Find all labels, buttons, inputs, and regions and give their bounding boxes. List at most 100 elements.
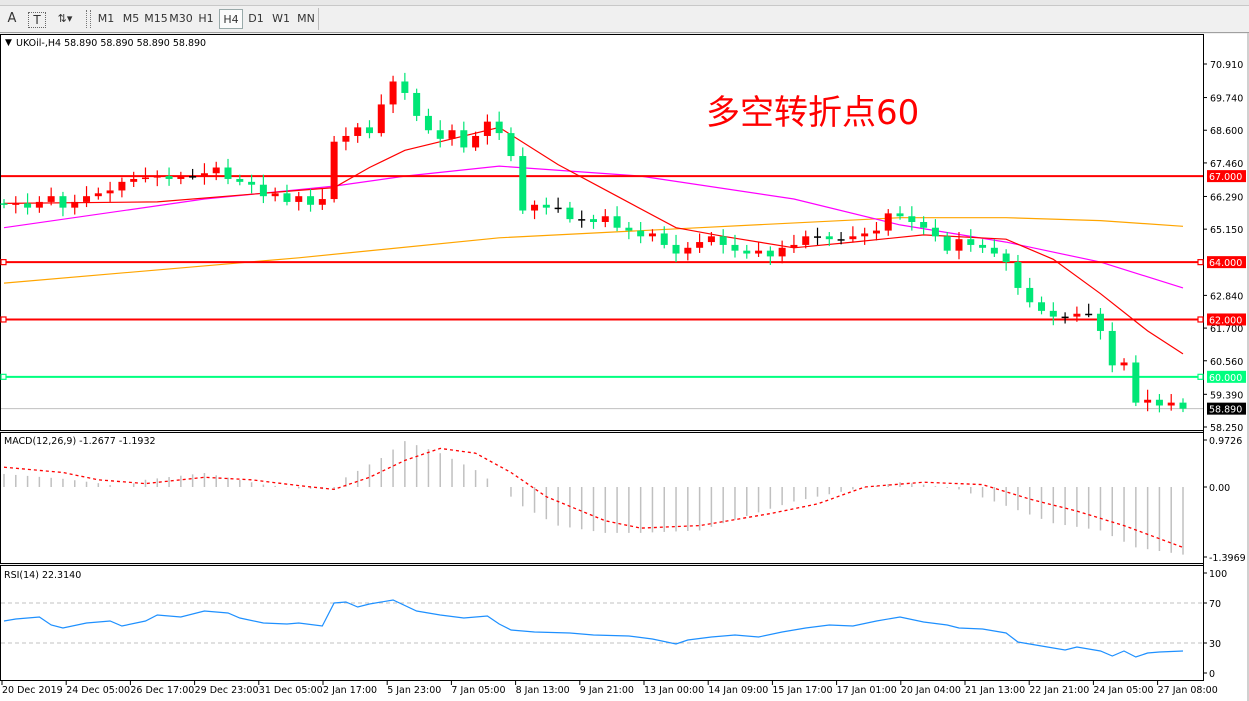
toolbar-grip[interactable] bbox=[86, 10, 91, 28]
candle-body bbox=[920, 221, 928, 228]
candle-body bbox=[542, 204, 550, 208]
candle-body bbox=[413, 92, 421, 116]
candle-body bbox=[554, 207, 562, 210]
candle-body bbox=[790, 244, 798, 248]
level-handle-left[interactable] bbox=[0, 259, 7, 266]
toolbar-separator bbox=[318, 8, 319, 30]
candle-body bbox=[719, 236, 727, 245]
candle-body bbox=[884, 213, 892, 231]
candle-body bbox=[590, 219, 597, 222]
candle-body bbox=[1049, 310, 1057, 317]
candle-body bbox=[1167, 402, 1175, 406]
candle-body bbox=[931, 227, 939, 237]
arrows-tool-dropdown[interactable]: ⇅▾ bbox=[57, 12, 73, 25]
timeframe-m15-button[interactable]: M15 bbox=[144, 12, 168, 25]
level-handle-right[interactable] bbox=[1197, 259, 1204, 266]
candle-body bbox=[648, 233, 656, 237]
timeframe-h4-button[interactable]: H4 bbox=[219, 9, 243, 29]
macd-tick-label: 0.9726 bbox=[1209, 436, 1242, 447]
candle-body bbox=[71, 201, 79, 208]
level-price-label: 64.000 bbox=[1209, 258, 1242, 269]
candle-body bbox=[967, 239, 975, 245]
price-tick-label: 68.600 bbox=[1210, 126, 1243, 137]
text-tool-button[interactable]: A bbox=[7, 11, 17, 26]
candle-body bbox=[295, 196, 303, 202]
candle-body bbox=[47, 196, 55, 202]
current-price-label: 58.890 bbox=[1209, 405, 1242, 416]
candle-body bbox=[672, 244, 680, 254]
time-tick-label: 8 Jan 13:00 bbox=[516, 685, 570, 696]
candle-body bbox=[755, 250, 763, 254]
time-tick-label: 14 Jan 09:00 bbox=[708, 685, 768, 696]
macd-tick-label: -1.3969 bbox=[1209, 553, 1246, 564]
chart-canvas[interactable]: 70.910 69.740 68.600 67.460 66.290 65.150 62.8… bbox=[0, 33, 1249, 701]
timeframe-w1-button[interactable]: W1 bbox=[272, 12, 290, 25]
time-tick-label: 20 Dec 2019 bbox=[2, 685, 63, 696]
candle-body bbox=[613, 216, 621, 228]
candle-body bbox=[601, 216, 609, 222]
level-handle-right[interactable] bbox=[1197, 316, 1204, 323]
candle-body bbox=[259, 184, 267, 197]
candle-body bbox=[283, 193, 291, 202]
candle-body bbox=[189, 176, 197, 178]
text-label-tool-button[interactable]: T bbox=[28, 12, 46, 28]
timeframe-m1-button[interactable]: M1 bbox=[97, 12, 115, 25]
price-tick-label: 65.150 bbox=[1210, 225, 1243, 236]
time-tick-label: 24 Dec 05:00 bbox=[66, 685, 130, 696]
timeframe-m30-button[interactable]: M30 bbox=[169, 12, 193, 25]
candle-body bbox=[519, 156, 527, 211]
candle-body bbox=[731, 244, 739, 251]
candle-body bbox=[778, 247, 786, 257]
price-tick-label: 70.910 bbox=[1210, 60, 1243, 71]
candle-body bbox=[814, 236, 822, 238]
candle-body bbox=[637, 230, 645, 237]
candle-body bbox=[908, 216, 916, 222]
candle-body bbox=[35, 201, 43, 208]
candle-body bbox=[271, 193, 279, 197]
time-tick-label: 7 Jan 05:00 bbox=[451, 685, 505, 696]
candle-body bbox=[1132, 362, 1140, 403]
level-price-badge bbox=[1207, 313, 1246, 326]
candle-body bbox=[94, 193, 102, 197]
candle-body bbox=[696, 242, 704, 248]
candle-body bbox=[531, 204, 539, 211]
price-tick-label: 59.390 bbox=[1210, 390, 1243, 401]
chart-title: UKOil-,H4 58.890 58.890 58.890 58.890 bbox=[16, 38, 206, 49]
candle-body bbox=[495, 121, 503, 134]
time-tick-label: 13 Jan 00:00 bbox=[644, 685, 704, 696]
moving-average-line bbox=[3, 217, 1184, 284]
level-price-badge bbox=[1207, 170, 1246, 183]
candle-body bbox=[872, 230, 880, 234]
candle-body bbox=[825, 236, 833, 240]
candle-body bbox=[59, 196, 67, 208]
timeframe-h1-button[interactable]: H1 bbox=[198, 12, 214, 25]
candle-body bbox=[318, 199, 326, 205]
level-handle-left[interactable] bbox=[0, 316, 7, 323]
candle-body bbox=[743, 250, 751, 254]
macd-label: MACD(12,26,9) -1.2677 -1.1932 bbox=[4, 436, 156, 447]
time-axis bbox=[0, 681, 1249, 701]
timeframe-m5-button[interactable]: M5 bbox=[122, 12, 140, 25]
price-tick-label: 60.560 bbox=[1210, 357, 1243, 368]
rsi-label: RSI(14) 22.3140 bbox=[4, 570, 81, 581]
level-price-label: 60.000 bbox=[1209, 373, 1242, 384]
price-tick-label: 66.290 bbox=[1210, 192, 1243, 203]
candle-body bbox=[424, 115, 432, 131]
rsi-tick-label: 30 bbox=[1209, 639, 1221, 650]
level-price-label: 62.000 bbox=[1209, 315, 1242, 326]
level-price-badge bbox=[1207, 370, 1246, 383]
time-tick-label: 31 Dec 05:00 bbox=[259, 685, 323, 696]
price-tick-label: 61.700 bbox=[1210, 324, 1243, 335]
level-handle-left[interactable] bbox=[0, 373, 7, 380]
timeframe-mn-button[interactable]: MN bbox=[297, 12, 315, 25]
macd-pane bbox=[0, 432, 1204, 564]
candle-body bbox=[802, 236, 810, 245]
level-handle-right[interactable] bbox=[1197, 373, 1204, 380]
candle-body bbox=[141, 177, 149, 180]
candle-body bbox=[83, 196, 91, 202]
time-tick-label: 9 Jan 21:00 bbox=[580, 685, 634, 696]
candle-body bbox=[990, 247, 998, 254]
timeframe-d1-button[interactable]: D1 bbox=[248, 12, 264, 25]
candle-body bbox=[707, 236, 715, 243]
rsi-line bbox=[3, 599, 1184, 658]
